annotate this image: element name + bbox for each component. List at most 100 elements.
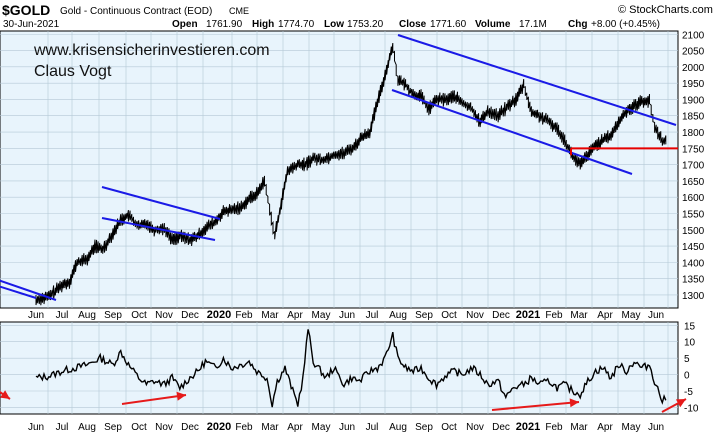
osc-x-year-label: 2020 bbox=[207, 421, 231, 433]
price-x-month-label: Feb bbox=[545, 310, 563, 321]
price-tick-label: 1350 bbox=[682, 275, 705, 286]
osc-x-month-label: Sep bbox=[415, 422, 433, 433]
exchange-label: CME bbox=[229, 6, 249, 16]
price-x-month-label: Mar bbox=[261, 310, 279, 321]
price-tick-label: 1650 bbox=[682, 177, 705, 188]
trend-channel-line-1 bbox=[0, 285, 37, 299]
chart-date: 30-Jun-2021 bbox=[3, 19, 60, 30]
osc-x-month-label: Feb bbox=[545, 422, 563, 433]
price-x-month-label: Oct bbox=[441, 310, 457, 321]
close-value: 1771.60 bbox=[430, 19, 467, 30]
low-label: Low bbox=[324, 19, 344, 30]
osc-tick-label: -5 bbox=[684, 387, 693, 398]
close-label: Close bbox=[399, 19, 427, 30]
osc-x-month-label: Apr bbox=[287, 422, 303, 433]
price-x-month-label: Nov bbox=[155, 310, 173, 321]
price-tick-label: 2050 bbox=[682, 47, 705, 58]
price-tick-label: 1500 bbox=[682, 226, 705, 237]
trend-channel-line-5 bbox=[391, 89, 633, 175]
price-x-month-label: Apr bbox=[287, 310, 303, 321]
osc-x-month-label: Jun bbox=[339, 422, 355, 433]
price-tick-label: 1900 bbox=[682, 95, 705, 106]
oscillator-panel-bg bbox=[0, 321, 679, 415]
trend-channel-line-0 bbox=[0, 279, 57, 301]
osc-x-month-label: Nov bbox=[155, 422, 173, 433]
red-arrow-head-1 bbox=[176, 391, 186, 401]
price-x-month-label: Nov bbox=[466, 310, 484, 321]
price-x-month-label: Dec bbox=[492, 310, 510, 321]
osc-x-month-label: Dec bbox=[181, 422, 199, 433]
change-label: Chg bbox=[568, 19, 587, 30]
price-tick-label: 2000 bbox=[682, 63, 705, 74]
red-arrow-head-3 bbox=[675, 399, 686, 408]
osc-x-month-label: Mar bbox=[570, 422, 588, 433]
oscillator-series-line bbox=[35, 329, 667, 408]
osc-tick-label: -10 bbox=[684, 403, 699, 414]
price-x-month-label: Dec bbox=[181, 310, 199, 321]
osc-x-month-label: Sep bbox=[104, 422, 122, 433]
ticker-symbol: $GOLD bbox=[2, 2, 50, 18]
osc-x-month-label: Feb bbox=[235, 422, 253, 433]
osc-x-month-label: Jun bbox=[648, 422, 664, 433]
contract-name: Gold - Continuous Contract (EOD) bbox=[60, 6, 212, 17]
stockcharts-logo: © StockCharts.com bbox=[618, 4, 713, 16]
price-x-month-label: Aug bbox=[78, 310, 96, 321]
watermark-website: www.krisensicherinvestieren.com bbox=[33, 42, 270, 59]
price-x-month-label: May bbox=[622, 310, 641, 321]
osc-x-month-label: Dec bbox=[492, 422, 510, 433]
osc-tick-label: 10 bbox=[684, 338, 696, 349]
price-x-month-label: Feb bbox=[235, 310, 253, 321]
price-panel-bg bbox=[0, 30, 679, 309]
osc-tick-label: 15 bbox=[684, 321, 696, 332]
osc-x-month-label: Jun bbox=[28, 422, 44, 433]
plot-layer: 1300135014001450150015501600165017001750… bbox=[0, 30, 705, 433]
low-value: 1753.20 bbox=[347, 19, 384, 30]
price-tick-label: 1600 bbox=[682, 193, 705, 204]
price-series-line bbox=[35, 42, 667, 306]
open-value: 1761.90 bbox=[206, 19, 243, 30]
high-value: 1774.70 bbox=[278, 19, 315, 30]
price-tick-label: 1400 bbox=[682, 258, 705, 269]
osc-tick-label: 0 bbox=[684, 371, 690, 382]
osc-x-month-label: Oct bbox=[441, 422, 457, 433]
price-x-month-label: May bbox=[312, 310, 331, 321]
osc-x-month-label: Aug bbox=[78, 422, 96, 433]
price-x-month-label: Sep bbox=[104, 310, 122, 321]
price-x-month-label: Oct bbox=[131, 310, 147, 321]
osc-x-month-label: Mar bbox=[261, 422, 279, 433]
red-arrow-line-1 bbox=[121, 394, 187, 405]
trend-channel-line-4 bbox=[397, 34, 677, 126]
price-x-month-label: Sep bbox=[415, 310, 433, 321]
osc-x-month-label: May bbox=[622, 422, 641, 433]
osc-x-month-label: Oct bbox=[131, 422, 147, 433]
watermark-author: Claus Vogt bbox=[34, 63, 112, 80]
price-tick-label: 1750 bbox=[682, 144, 705, 155]
osc-x-month-label: Aug bbox=[389, 422, 407, 433]
volume-label: Volume bbox=[475, 19, 511, 30]
trend-channel-line-2 bbox=[101, 186, 221, 220]
red-arrow-head-2 bbox=[569, 398, 579, 408]
osc-x-month-label: Jul bbox=[56, 422, 69, 433]
price-tick-label: 1800 bbox=[682, 128, 705, 139]
change-value: +8.00 (+0.45%) bbox=[591, 19, 660, 30]
red-arrow-line-2 bbox=[491, 401, 580, 411]
red-arrow-head-0 bbox=[0, 390, 11, 399]
osc-x-month-label: May bbox=[312, 422, 331, 433]
osc-tick-label: 5 bbox=[684, 354, 690, 365]
price-x-month-label: Jun bbox=[28, 310, 44, 321]
osc-x-year-label: 2021 bbox=[516, 421, 540, 433]
price-tick-label: 1450 bbox=[682, 242, 705, 253]
price-x-year-label: 2021 bbox=[516, 309, 540, 321]
price-tick-label: 1950 bbox=[682, 79, 705, 90]
price-x-month-label: Jun bbox=[339, 310, 355, 321]
high-label: High bbox=[252, 19, 274, 30]
price-x-month-label: Mar bbox=[570, 310, 588, 321]
price-tick-label: 1700 bbox=[682, 161, 705, 172]
osc-x-month-label: Apr bbox=[597, 422, 613, 433]
price-x-month-label: Aug bbox=[389, 310, 407, 321]
osc-x-month-label: Nov bbox=[466, 422, 484, 433]
price-x-month-label: Jun bbox=[648, 310, 664, 321]
price-x-month-label: Jul bbox=[366, 310, 379, 321]
price-tick-label: 1850 bbox=[682, 112, 705, 123]
price-tick-label: 2100 bbox=[682, 30, 705, 41]
